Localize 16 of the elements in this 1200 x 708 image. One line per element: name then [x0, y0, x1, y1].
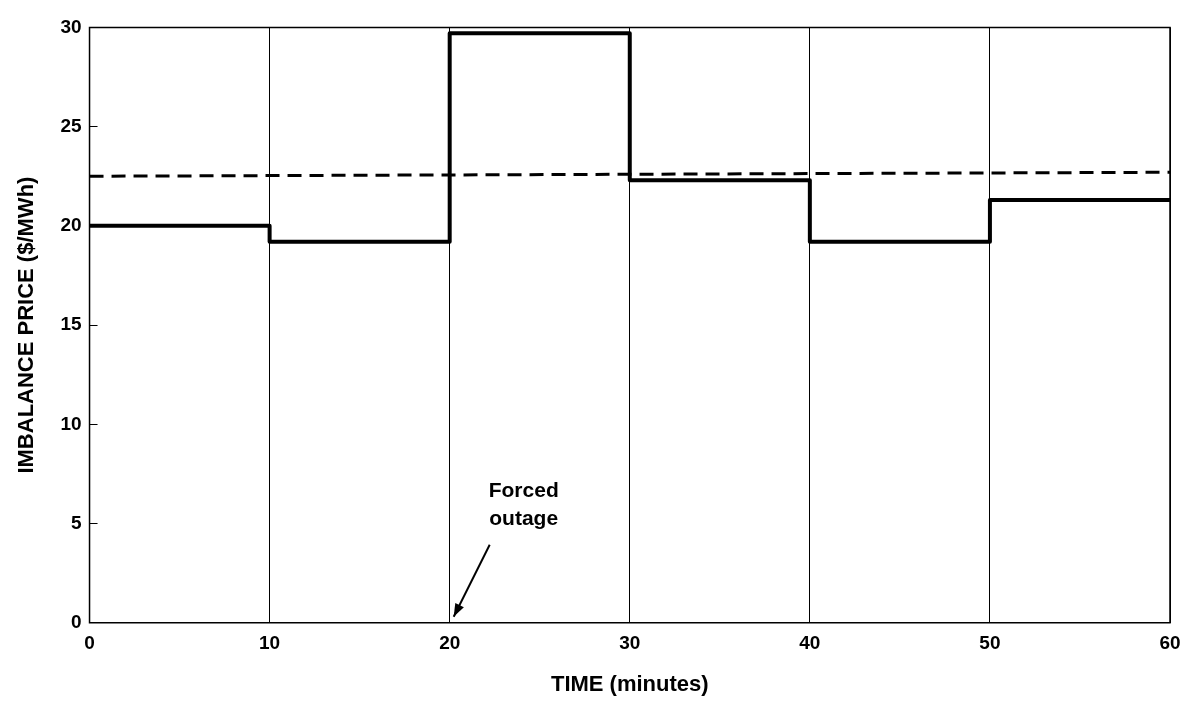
y-axis-title: IMBALANCE PRICE ($/MWh)	[13, 176, 39, 474]
y-tick-label: 15	[60, 313, 82, 335]
x-tick-label: 40	[799, 632, 821, 654]
y-tick-label: 20	[60, 214, 82, 236]
y-tick-label: 25	[60, 114, 82, 136]
annotation: Forced outage	[488, 477, 559, 529]
y-tick-label: 5	[70, 511, 82, 533]
x-axis-title: TIME (minutes)	[550, 670, 709, 696]
y-tick-label: 10	[60, 412, 82, 434]
y-tick-label: 30	[60, 15, 82, 37]
x-tick-label: 50	[979, 632, 1001, 654]
x-tick-label: 30	[619, 632, 641, 654]
x-tick-label: 60	[1159, 632, 1181, 654]
y-tick-label: 0	[70, 611, 82, 633]
x-tick-label: 20	[439, 632, 461, 654]
x-tick-label: 10	[259, 632, 281, 654]
